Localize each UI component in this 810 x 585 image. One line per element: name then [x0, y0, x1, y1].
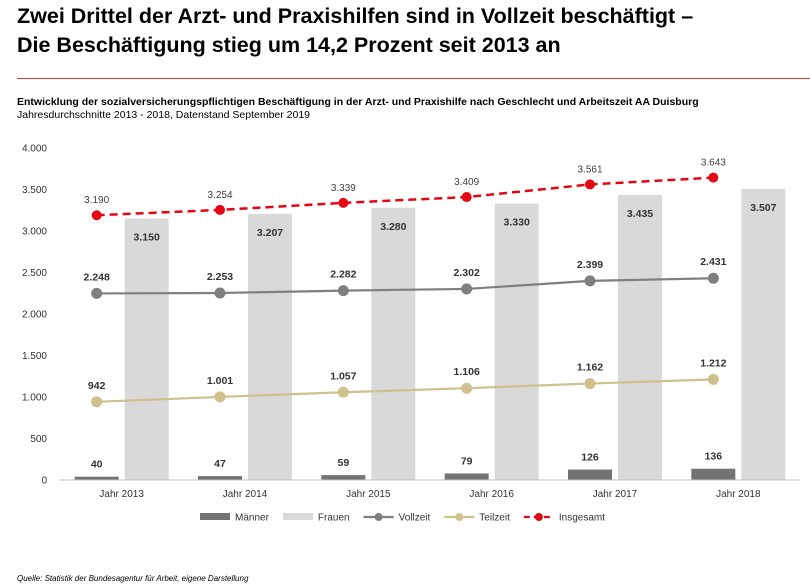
bar-maenner	[444, 473, 489, 480]
label-frauen: 3.330	[504, 217, 530, 229]
point-insgesamt	[585, 179, 595, 190]
x-tick-label: Jahr 2014	[223, 489, 268, 500]
label-vollzeit: 2.399	[577, 259, 603, 271]
label-maenner: 79	[461, 455, 473, 467]
label-maenner: 47	[214, 458, 226, 470]
label-insgesamt: 3.190	[84, 195, 109, 206]
label-teilzeit: 1.212	[700, 357, 726, 369]
bar-frauen	[741, 188, 786, 480]
x-tick-label: Jahr 2018	[716, 489, 761, 500]
legend-label-teilzeit: Teilzeit	[479, 513, 510, 524]
legend-marker-teilzeit	[455, 513, 464, 521]
y-tick-label: 1.000	[22, 393, 47, 404]
x-tick-label: Jahr 2013	[99, 489, 144, 500]
point-teilzeit	[707, 373, 719, 385]
legend-label-insgesamt: Insgesamt	[559, 513, 605, 524]
label-vollzeit: 2.282	[330, 269, 356, 281]
point-teilzeit	[461, 382, 473, 394]
legend-marker-vollzeit	[374, 513, 383, 521]
label-insgesamt: 3.561	[577, 164, 602, 175]
point-teilzeit	[91, 396, 103, 408]
bar-maenner	[321, 475, 366, 480]
label-teilzeit: 942	[88, 380, 106, 392]
point-teilzeit	[584, 378, 596, 390]
legend-swatch-männer	[200, 513, 230, 520]
label-insgesamt: 3.409	[454, 177, 479, 188]
y-tick-label: 4.000	[22, 144, 47, 155]
label-insgesamt: 3.339	[331, 183, 356, 194]
legend-label-männer: Männer	[235, 513, 270, 524]
x-tick-label: Jahr 2015	[346, 489, 391, 500]
point-teilzeit	[337, 386, 349, 398]
label-frauen: 3.280	[380, 221, 406, 233]
label-vollzeit: 2.248	[84, 271, 110, 283]
legend-marker-insgesamt	[534, 513, 543, 521]
bar-maenner	[568, 469, 612, 480]
y-tick-label: 1.500	[22, 351, 47, 362]
y-tick-label: 3.500	[22, 185, 47, 196]
chart-title: Entwicklung der sozialversicherungspflic…	[17, 96, 699, 108]
label-maenner: 59	[337, 457, 349, 469]
label-teilzeit: 1.057	[330, 370, 356, 382]
y-tick-label: 2.500	[22, 268, 47, 279]
label-maenner: 40	[91, 459, 103, 471]
label-frauen: 3.507	[750, 202, 776, 214]
legend-label-vollzeit: Vollzeit	[399, 513, 431, 524]
label-insgesamt: 3.254	[207, 190, 232, 201]
label-frauen: 3.435	[627, 208, 653, 220]
label-vollzeit: 2.253	[207, 271, 233, 283]
chart-subtitle: Jahresdurchschnitte 2013 - 2018, Datenst…	[17, 109, 311, 121]
label-vollzeit: 2.302	[454, 267, 480, 279]
point-vollzeit	[707, 272, 719, 284]
point-insgesamt	[461, 192, 472, 203]
label-teilzeit: 1.162	[577, 362, 603, 374]
point-insgesamt	[215, 204, 225, 215]
label-maenner: 136	[705, 451, 723, 463]
bar-frauen	[494, 203, 539, 481]
bar-maenner	[198, 476, 242, 480]
label-vollzeit: 2.431	[700, 256, 726, 268]
point-insgesamt	[338, 197, 349, 208]
point-vollzeit	[461, 283, 473, 295]
y-tick-label: 3.000	[22, 227, 47, 238]
bar-maenner	[74, 476, 119, 480]
headline-line-2: Die Beschäftigung stieg um 14,2 Prozent …	[17, 33, 561, 57]
bar-frauen	[248, 213, 292, 480]
point-vollzeit	[337, 285, 349, 297]
point-insgesamt	[708, 172, 719, 183]
point-vollzeit	[214, 287, 226, 299]
bar-frauen	[124, 218, 169, 481]
point-teilzeit	[214, 391, 226, 403]
bar-frauen	[618, 194, 662, 480]
bar-maenner	[691, 468, 736, 480]
point-insgesamt	[91, 210, 102, 221]
label-frauen: 3.150	[134, 232, 160, 244]
y-tick-label: 500	[30, 434, 47, 445]
point-vollzeit	[91, 287, 103, 299]
page-headline: Zwei Drittel der Arzt- und Praxishilfen …	[17, 2, 807, 60]
label-teilzeit: 1.106	[454, 366, 480, 378]
y-tick-label: 0	[41, 476, 47, 487]
x-tick-label: Jahr 2017	[593, 489, 638, 500]
y-tick-label: 2.000	[22, 310, 47, 321]
point-vollzeit	[584, 275, 596, 287]
label-frauen: 3.207	[257, 227, 283, 239]
line-vollzeit	[96, 277, 714, 295]
label-maenner: 126	[581, 452, 599, 464]
headline-line-1: Zwei Drittel der Arzt- und Praxishilfen …	[17, 4, 694, 28]
legend-label-frauen: Frauen	[318, 513, 350, 524]
line-teilzeit	[96, 378, 714, 403]
label-insgesamt: 3.643	[701, 158, 726, 169]
bar-frauen	[371, 207, 416, 480]
x-tick-label: Jahr 2016	[469, 489, 514, 500]
legend-swatch-frauen	[282, 513, 313, 520]
label-teilzeit: 1.001	[207, 375, 233, 387]
source-note: Quelle: Statistik der Bundesagentur für …	[17, 574, 249, 583]
headline-divider	[17, 78, 810, 79]
